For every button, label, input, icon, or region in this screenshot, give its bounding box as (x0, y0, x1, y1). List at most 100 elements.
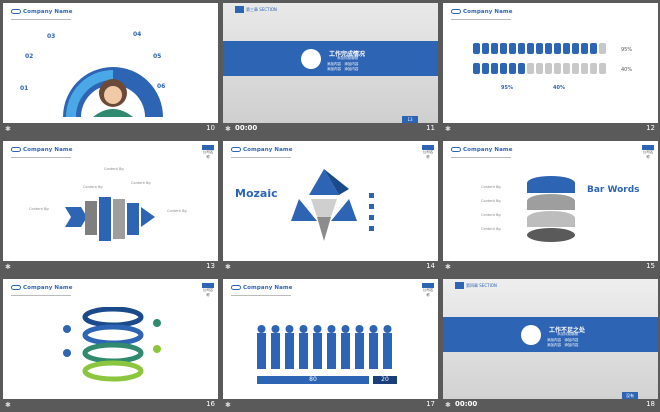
bullet-circle (153, 319, 161, 327)
page-tab: 没有 (622, 392, 638, 399)
content-label: Content Bg (29, 207, 49, 211)
slide-canvas: Company Name 03 04 02 05 01 06 (3, 3, 218, 123)
company-badge: 公司名称 (202, 283, 214, 297)
company-badge: 公司名称 (422, 145, 434, 159)
percent-label: 40% (621, 67, 633, 73)
slide-canvas: 第四章 SECTION 工作不足之处 添加标题编辑 添加内容 添加内容 添加内容… (443, 279, 658, 399)
slide-number: 13 (206, 262, 215, 270)
slide-number: 18 (646, 400, 655, 408)
bullet-circle (63, 325, 71, 333)
slide-thumbnail-13[interactable]: Company Name 公司名称 Content Bg Content Bg … (3, 138, 221, 274)
transition-star-icon: ✱ (5, 263, 11, 271)
slide-canvas: Company Name 公司名称 (3, 279, 218, 399)
slide-number: 14 (426, 262, 435, 270)
item-number: 01 (20, 85, 29, 92)
slide-timing: 00:00 (455, 400, 478, 408)
slide-canvas: Company Name 公司名称 Mozaic (223, 141, 438, 261)
company-logo: Company Name (11, 285, 73, 293)
slide-thumbnail-14[interactable]: Company Name 公司名称 Mozaic ✱ 14 (223, 138, 441, 274)
content-label: Content Bg (131, 181, 151, 185)
slide-thumbnail-12[interactable]: Company Name 95% 40% 95% 40% ✱ 12 (443, 0, 660, 136)
header-rule (11, 157, 71, 158)
header-rule (451, 157, 511, 158)
title-band (223, 41, 438, 76)
company-logo: Company Name (231, 147, 293, 155)
slide-footer: ✱ 15 (443, 261, 658, 274)
slide-thumbnail-18[interactable]: 第四章 SECTION 工作不足之处 添加标题编辑 添加内容 添加内容 添加内容… (443, 276, 660, 412)
ratio-bar-right: 20 (373, 376, 397, 384)
item-number: 04 (133, 31, 142, 38)
search-icon (521, 325, 541, 345)
slide-footer: ✱ 13 (3, 261, 218, 274)
bullet-circle (153, 345, 161, 353)
slide-footer: ✱ 00:00 18 (443, 399, 658, 412)
company-logo: Company Name (231, 285, 293, 293)
percent-label: 95% (621, 47, 633, 53)
company-badge: 公司名称 (642, 145, 654, 159)
item-number: 03 (47, 33, 56, 40)
content-label: Content Bg (83, 185, 103, 189)
company-logo: Company Name (11, 147, 73, 155)
page-tab: 13 (402, 116, 418, 123)
transition-star-icon: ✱ (225, 401, 231, 409)
transition-star-icon: ✱ (445, 401, 451, 409)
slide-footer: ✱ 12 (443, 123, 658, 136)
transition-star-icon: ✱ (5, 401, 11, 409)
company-logo: Company Name (11, 9, 73, 17)
transition-star-icon: ✱ (445, 125, 451, 133)
slide-number: 11 (426, 124, 435, 132)
slide-canvas: Company Name 公司名称 Bar Words Content Bg C… (443, 141, 658, 261)
slide-number: 10 (206, 124, 215, 132)
header-rule (451, 19, 511, 20)
title-band (443, 317, 658, 352)
slide-thumbnail-15[interactable]: Company Name 公司名称 Bar Words Content Bg C… (443, 138, 660, 274)
section-subtitle: 添加标题编辑 (557, 332, 578, 336)
slide-thumbnail-17[interactable]: Company Name 公司名称 80 20 ✱ 17 (223, 276, 441, 412)
pyramid-graphic (291, 169, 357, 241)
transition-star-icon: ✱ (5, 125, 11, 133)
company-logo: Company Name (451, 147, 513, 155)
slide-thumbnail-11[interactable]: 第三章 SECTION 工作完成情况 添加标题编辑 添加内容 添加内容 添加内容… (223, 0, 441, 136)
content-label: Content Bg (481, 199, 501, 203)
section-badge (455, 282, 464, 289)
transition-star-icon: ✱ (445, 263, 451, 271)
people-silhouettes (257, 325, 392, 369)
slide-footer: ✱ 14 (223, 261, 438, 274)
ratio-bar-left: 80 (257, 376, 369, 384)
slide-number: 16 (206, 400, 215, 408)
content-label: Content Bg (481, 213, 501, 217)
semicircle-diagram (63, 67, 163, 118)
header-rule (11, 295, 71, 296)
slide-timing: 00:00 (235, 124, 258, 132)
people-icon-rows (473, 43, 606, 74)
item-number: 05 (153, 53, 162, 60)
section-title: 工作不足之处 (549, 327, 586, 334)
cylinder-stack (527, 176, 575, 242)
slide-title: Bar Words (587, 185, 640, 195)
slide-footer: ✱ 10 (3, 123, 218, 136)
slide-thumbnail-16[interactable]: Company Name 公司名称 ✱ 16 (3, 276, 221, 412)
section-badge (235, 6, 244, 13)
header-rule (11, 19, 71, 20)
slide-footer: ✱ 00:00 11 (223, 123, 438, 136)
slide-thumbnail-10[interactable]: Company Name 03 04 02 05 01 06 ✱ 10 (3, 0, 221, 136)
transition-star-icon: ✱ (225, 263, 231, 271)
item-list: 添加内容 添加内容 添加内容 添加内容 (327, 62, 359, 71)
content-label: Content Bg (481, 227, 501, 231)
company-badge: 公司名称 (422, 283, 434, 297)
item-number: 02 (25, 53, 34, 60)
chart-icon (301, 49, 321, 69)
item-number: 06 (157, 83, 166, 90)
section-subtitle: 添加标题编辑 (337, 56, 358, 60)
stat-value: 95% (501, 85, 513, 91)
slide-footer: ✱ 17 (223, 399, 438, 412)
company-logo: Company Name (451, 9, 513, 17)
stat-value: 40% (553, 85, 565, 91)
content-label: Content Bg (104, 167, 124, 171)
slide-number: 17 (426, 400, 435, 408)
header-rule (231, 157, 291, 158)
slide-canvas: Company Name 95% 40% 95% 40% (443, 3, 658, 123)
slide-number: 12 (646, 124, 655, 132)
bullet-circle (63, 349, 71, 357)
3d-bar-diagram (65, 197, 155, 241)
